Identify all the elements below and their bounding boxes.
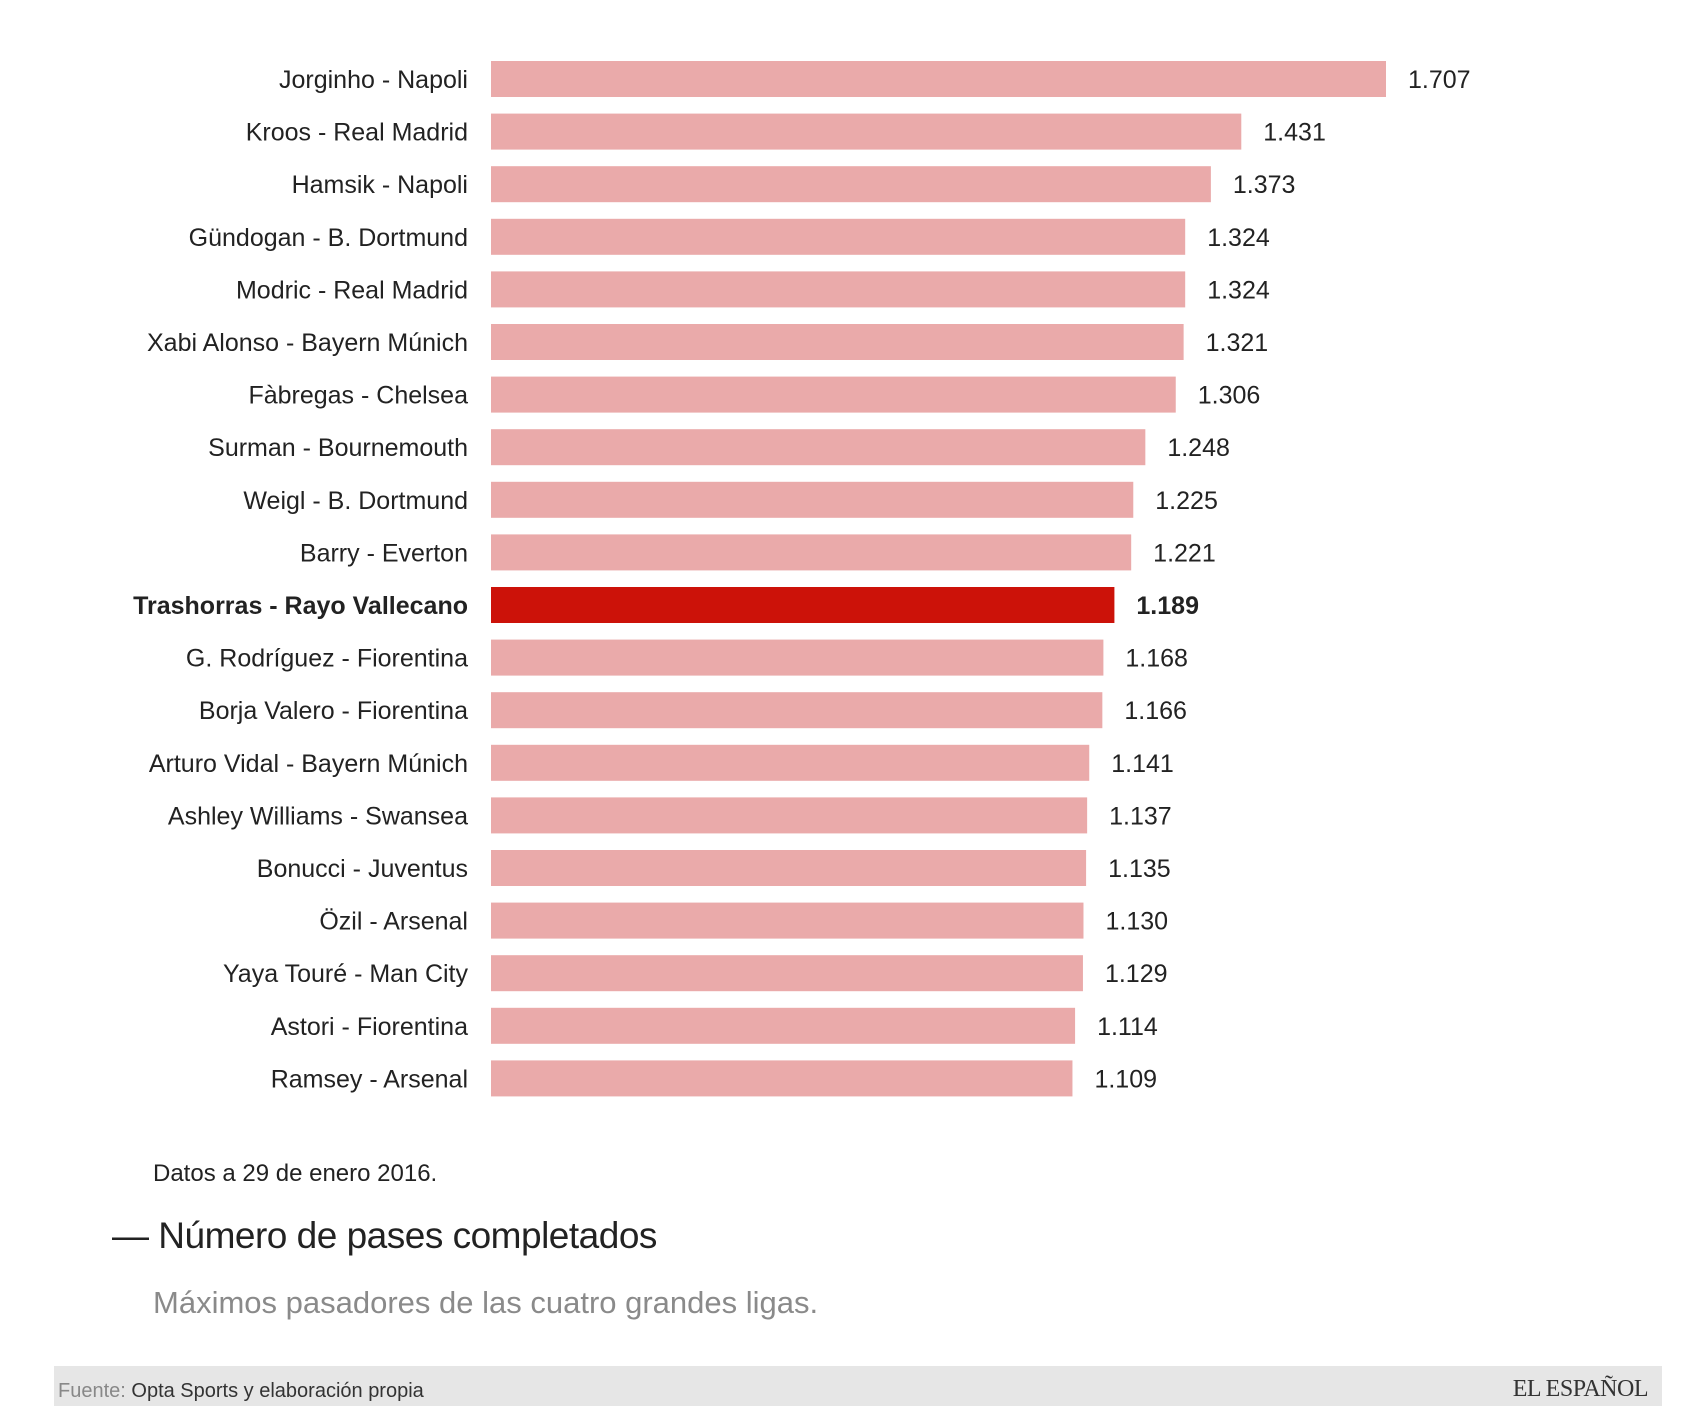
value-label: 1.707	[1408, 66, 1471, 94]
brand-logo: EL ESPAÑOL	[1512, 1376, 1649, 1402]
value-label: 1.324	[1207, 224, 1270, 252]
bar	[491, 902, 1084, 939]
category-label: Fàbregas - Chelsea	[248, 382, 468, 410]
value-label: 1.129	[1105, 960, 1168, 988]
value-label: 1.109	[1094, 1065, 1157, 1093]
category-label: Borja Valero - Fiorentina	[199, 697, 468, 725]
bar	[491, 218, 1186, 255]
category-label: Özil - Arsenal	[319, 908, 468, 936]
value-label: 1.189	[1136, 592, 1199, 620]
title-text: Número de pases completados	[158, 1215, 657, 1256]
bar	[491, 376, 1176, 413]
bar	[491, 1060, 1073, 1097]
bar	[491, 113, 1242, 150]
category-label: Arturo Vidal - Bayern Múnich	[149, 750, 468, 778]
source-key: Fuente:	[58, 1380, 126, 1402]
value-label: 1.141	[1111, 750, 1174, 778]
title-dash: —	[112, 1215, 149, 1256]
bar	[491, 324, 1184, 360]
bar	[491, 481, 1134, 518]
category-label: Bonucci - Juventus	[257, 855, 468, 883]
category-label: Jorginho - Napoli	[279, 66, 468, 94]
value-label: 1.221	[1153, 539, 1216, 567]
bar	[491, 850, 1087, 886]
category-label: Kroos - Real Madrid	[246, 119, 468, 147]
category-label: Modric - Real Madrid	[236, 276, 468, 304]
chart-title: — Número de pases completados	[112, 1215, 657, 1257]
bar-chart: Jorginho - Napoli 1.707 Kroos - Real Madri…	[133, 61, 1471, 1097]
bar	[491, 166, 1211, 203]
category-label: G. Rodríguez - Fiorentina	[186, 645, 468, 673]
category-label: Yaya Touré - Man City	[223, 960, 469, 988]
category-label: Xabi Alonso - Bayern Múnich	[147, 329, 468, 357]
bar	[491, 1007, 1076, 1044]
category-label: Astori - Fiorentina	[271, 1013, 468, 1041]
category-label: Barry - Everton	[300, 539, 468, 567]
value-label: 1.137	[1109, 802, 1172, 830]
category-label: Trashorras - Rayo Vallecano	[133, 592, 468, 620]
value-label: 1.114	[1097, 1013, 1158, 1041]
value-label: 1.225	[1155, 487, 1218, 515]
bar	[491, 429, 1146, 466]
bar	[491, 744, 1090, 781]
value-label: 1.324	[1207, 276, 1270, 304]
category-label: Gündogan - B. Dortmund	[189, 224, 468, 252]
chart-subtitle: Máximos pasadores de las cuatro grandes …	[153, 1285, 819, 1320]
category-label: Hamsik - Napoli	[292, 171, 468, 199]
bar	[491, 61, 1386, 97]
value-label: 1.306	[1198, 382, 1261, 410]
source: Fuente: Opta Sports y elaboración propia	[58, 1380, 424, 1403]
value-label: 1.130	[1105, 908, 1168, 936]
source-value: Opta Sports y elaboración propia	[131, 1380, 424, 1402]
category-label: Surman - Bournemouth	[208, 434, 468, 462]
value-label: 1.321	[1206, 329, 1269, 357]
bar	[491, 534, 1132, 571]
category-label: Ashley Williams - Swansea	[168, 802, 468, 830]
bar	[491, 955, 1083, 992]
category-label: Ramsey - Arsenal	[271, 1065, 468, 1093]
chart-note: Datos a 29 de enero 2016.	[153, 1160, 438, 1187]
bar	[491, 271, 1186, 308]
value-label: 1.431	[1263, 119, 1326, 147]
value-label: 1.168	[1125, 645, 1188, 673]
value-label: 1.166	[1124, 697, 1187, 725]
bar-highlighted	[491, 587, 1115, 623]
value-label: 1.373	[1233, 171, 1296, 199]
category-label: Weigl - B. Dortmund	[243, 487, 468, 515]
value-label: 1.135	[1108, 855, 1171, 883]
bar	[491, 797, 1088, 834]
bar	[491, 692, 1103, 729]
footer-bar: Fuente: Opta Sports y elaboración propia…	[54, 1366, 1662, 1406]
value-label: 1.248	[1167, 434, 1230, 462]
bar	[491, 639, 1104, 676]
